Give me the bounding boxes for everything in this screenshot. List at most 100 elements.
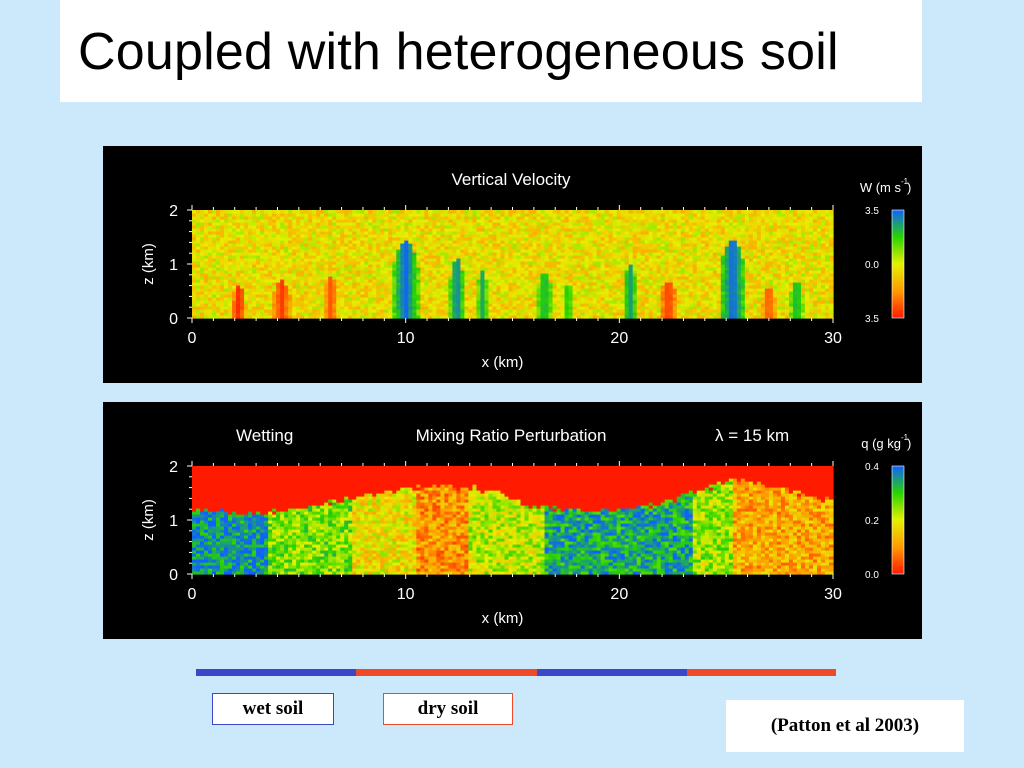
heatmap-cell (408, 270, 413, 274)
heatmap-cell (268, 228, 273, 232)
heatmap-cell (660, 261, 666, 265)
heatmap-cell (552, 303, 558, 307)
heatmap-cell (672, 243, 678, 247)
heatmap-cell (372, 270, 377, 274)
heatmap-cell (660, 219, 666, 223)
heatmap-cell (412, 234, 417, 238)
heatmap-cell (416, 240, 421, 244)
heatmap-cell (476, 252, 482, 256)
heatmap-cell (384, 258, 389, 262)
heatmap-cell (268, 267, 273, 271)
heatmap-cell (456, 273, 462, 277)
heatmap-cell (196, 222, 201, 226)
heatmap-cell (428, 246, 433, 250)
heatmap-cell (688, 213, 694, 217)
heatmap-cell (472, 285, 478, 289)
heatmap-cell (744, 252, 750, 256)
heatmap-cell (240, 219, 245, 223)
heatmap-cell (540, 267, 546, 271)
heatmap-cell (436, 309, 441, 313)
heatmap-cell (384, 246, 389, 250)
heatmap-cell (524, 213, 530, 217)
heatmap-cell (652, 309, 658, 313)
heatmap-cell (688, 297, 694, 301)
heatmap-cell (444, 249, 449, 253)
heatmap-cell (688, 210, 694, 214)
heatmap-cell (376, 264, 381, 268)
heatmap-cell (664, 213, 670, 217)
heatmap-cell (560, 291, 566, 295)
heatmap-cell (672, 312, 678, 316)
heatmap-cell (596, 297, 602, 301)
heatmap-cell (644, 270, 650, 274)
heatmap-cell (396, 240, 401, 244)
heatmap-cell (512, 288, 518, 292)
heatmap-cell (460, 303, 466, 307)
heatmap-cell (728, 255, 734, 259)
heatmap-cell (544, 237, 550, 241)
heatmap-cell (336, 291, 341, 295)
heatmap-cell (632, 234, 638, 238)
heatmap-cell (360, 234, 365, 238)
heatmap-cell (412, 273, 417, 277)
heatmap-cell (616, 273, 622, 277)
heatmap-cell (676, 288, 682, 292)
heatmap-cell (448, 309, 454, 313)
heatmap-cell (224, 264, 229, 268)
heatmap-cell (584, 234, 590, 238)
heatmap-cell (736, 234, 742, 238)
heatmap-cell (312, 216, 317, 220)
heatmap-cell (720, 225, 726, 229)
heatmap-cell (460, 300, 466, 304)
heatmap-cell (728, 303, 734, 307)
heatmap-cell (684, 228, 690, 232)
heatmap-cell (360, 309, 365, 313)
heatmap-cell (520, 249, 526, 253)
heatmap-cell (468, 237, 474, 241)
heatmap-cell (384, 270, 389, 274)
heatmap-cell (204, 228, 209, 232)
heatmap-cell (564, 261, 570, 265)
heatmap-cell (692, 258, 698, 262)
heatmap-cell (636, 228, 642, 232)
heatmap-cell (536, 309, 542, 313)
heatmap-cell (204, 300, 209, 304)
heatmap-cell (580, 249, 586, 253)
heatmap-cell (688, 315, 694, 319)
heatmap-cell (368, 273, 373, 277)
heatmap-cell (480, 261, 486, 265)
heatmap-cell (684, 255, 690, 259)
heatmap-cell (500, 306, 506, 310)
heatmap-cell (256, 261, 261, 265)
heatmap-cell (668, 249, 674, 253)
heatmap-cell (492, 261, 498, 265)
heatmap-cell (580, 279, 586, 283)
heatmap-cell (240, 303, 245, 307)
heatmap-cell (400, 273, 405, 277)
heatmap-cell (480, 285, 486, 289)
heatmap-cell (260, 249, 265, 253)
heatmap-cell (428, 285, 433, 289)
heatmap-cell (376, 246, 381, 250)
heatmap-cell (512, 255, 518, 259)
heatmap-cell (560, 285, 566, 289)
heatmap-cell (552, 276, 558, 280)
heatmap-cell (520, 282, 526, 286)
heatmap-cell (508, 306, 514, 310)
heatmap-cell (340, 285, 345, 289)
heatmap-cell (196, 288, 201, 292)
heatmap-cell (396, 264, 401, 268)
heatmap-cell (484, 282, 490, 286)
heatmap-cell (540, 264, 546, 268)
heatmap-cell (220, 267, 225, 271)
heatmap-cell (308, 312, 313, 316)
heatmap-cell (696, 273, 702, 277)
heatmap-cell (496, 309, 502, 313)
heatmap-cell (472, 228, 478, 232)
heatmap-cell (492, 225, 498, 229)
heatmap-cell (336, 258, 341, 262)
heatmap-cell (460, 210, 466, 214)
heatmap-cell (668, 225, 674, 229)
heatmap-cell (716, 300, 722, 304)
heatmap-cell (396, 312, 401, 316)
